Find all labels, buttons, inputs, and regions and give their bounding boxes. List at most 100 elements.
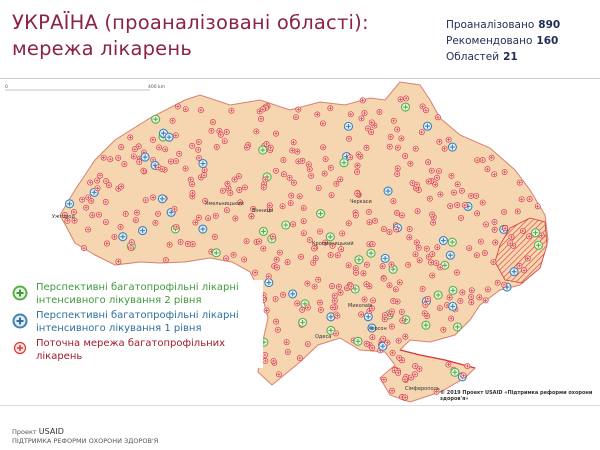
hospital-marker [287, 200, 294, 206]
hospital-marker [228, 107, 235, 114]
hospital-marker [366, 248, 376, 258]
hospital-marker [412, 363, 419, 370]
hospital-marker [327, 252, 334, 259]
hospital-marker [459, 289, 466, 296]
hospital-marker [425, 253, 432, 260]
hospital-marker [399, 317, 406, 324]
legend-item-level1: Перспективні багатопрофільні лікарні інт… [8, 310, 263, 335]
hospital-marker [100, 154, 107, 161]
hospital-marker [94, 185, 101, 192]
hospital-marker [138, 226, 148, 236]
hospital-marker [253, 128, 260, 135]
hospital-marker [327, 164, 334, 171]
hospital-marker [174, 103, 181, 110]
hospital-marker [294, 148, 301, 155]
hospital-marker [315, 185, 322, 191]
stat-regions: Областей 21 [446, 51, 518, 63]
hospital-marker [353, 336, 363, 346]
hospital-marker [387, 133, 394, 140]
hospital-marker [419, 286, 426, 292]
hospital-marker [416, 365, 423, 372]
hospital-marker [105, 182, 112, 189]
hospital-marker [329, 304, 336, 311]
hospital-marker [258, 226, 268, 236]
hospital-marker [103, 240, 110, 247]
hospital-marker [293, 114, 299, 121]
hospital-marker [300, 205, 307, 212]
map-legend: Перспективні багатопрофільні лікарні інт… [8, 280, 263, 368]
stat-analyzed: Проаналізовано 890 [446, 19, 561, 31]
hospital-marker [304, 304, 311, 311]
hospital-marker [436, 138, 443, 145]
hospital-marker [243, 238, 250, 245]
hospital-marker [102, 199, 109, 205]
hospital-marker [434, 174, 440, 181]
hospital-marker [202, 198, 209, 204]
hospital-marker [79, 196, 86, 203]
hospital-marker [363, 340, 370, 347]
hospital-marker [435, 168, 442, 175]
city-label: Херсон [368, 326, 387, 332]
hospital-marker [273, 256, 280, 263]
hospital-marker [354, 255, 364, 265]
hospital-marker [352, 212, 359, 219]
hospital-marker [259, 106, 266, 113]
hospital-marker [276, 249, 283, 256]
hospital-marker [360, 270, 367, 277]
hospital-marker [354, 168, 361, 175]
hospital-marker [345, 262, 352, 269]
hospital-marker [269, 233, 276, 240]
hospital-marker [454, 202, 461, 208]
hospital-marker [361, 296, 368, 303]
hospital-marker [280, 291, 287, 298]
hospital-marker [380, 335, 387, 342]
hospital-marker [237, 199, 244, 206]
hospital-marker [118, 144, 125, 151]
hospital-marker [274, 264, 280, 271]
hospital-marker [187, 176, 194, 183]
hospital-marker [289, 147, 296, 154]
hospital-marker [322, 156, 329, 162]
hospital-marker [466, 245, 473, 252]
hospital-marker [319, 120, 326, 127]
hospital-marker [97, 172, 104, 179]
hospital-marker [189, 241, 196, 248]
hospital-marker [441, 145, 448, 152]
hospital-marker [156, 144, 163, 151]
hospital-marker [127, 134, 134, 141]
hospital-marker [479, 199, 486, 206]
hospital-marker [241, 184, 248, 191]
hospital-marker [452, 322, 463, 332]
city-label: Ужгород [52, 214, 75, 220]
hospital-marker [501, 209, 508, 216]
hospital-marker [436, 305, 443, 312]
hospital-marker [347, 154, 354, 161]
hospital-marker [325, 232, 335, 242]
hospital-marker [346, 135, 352, 142]
hospital-marker [426, 195, 433, 202]
hospital-marker [369, 334, 376, 341]
hospital-marker [121, 161, 128, 168]
hospital-marker [335, 283, 342, 290]
hospital-marker [445, 136, 452, 143]
hospital-marker [457, 298, 464, 304]
hospital-marker [182, 165, 189, 172]
hospital-marker [299, 306, 306, 313]
hospital-marker [526, 233, 533, 240]
hospital-marker [484, 166, 491, 173]
hospital-marker [306, 166, 313, 173]
hospital-marker [273, 318, 280, 325]
hospital-marker [378, 341, 388, 351]
hospital-marker [448, 285, 458, 295]
hospital-marker [438, 235, 448, 246]
hospital-marker [216, 128, 223, 135]
hospital-marker [296, 355, 303, 362]
hospital-marker [468, 192, 474, 199]
map-copyright: © 2019 Проект USAID «Підтримка реформи о… [440, 390, 593, 402]
hospital-marker [450, 367, 460, 377]
hospital-marker [390, 297, 397, 304]
legend-item-current: Поточна мережа багатопрофільних лікарень [8, 338, 263, 363]
hospital-marker [333, 180, 340, 187]
hospital-marker [306, 236, 313, 243]
legend-label: Поточна мережа багатопрофільних лікарень [36, 338, 226, 362]
